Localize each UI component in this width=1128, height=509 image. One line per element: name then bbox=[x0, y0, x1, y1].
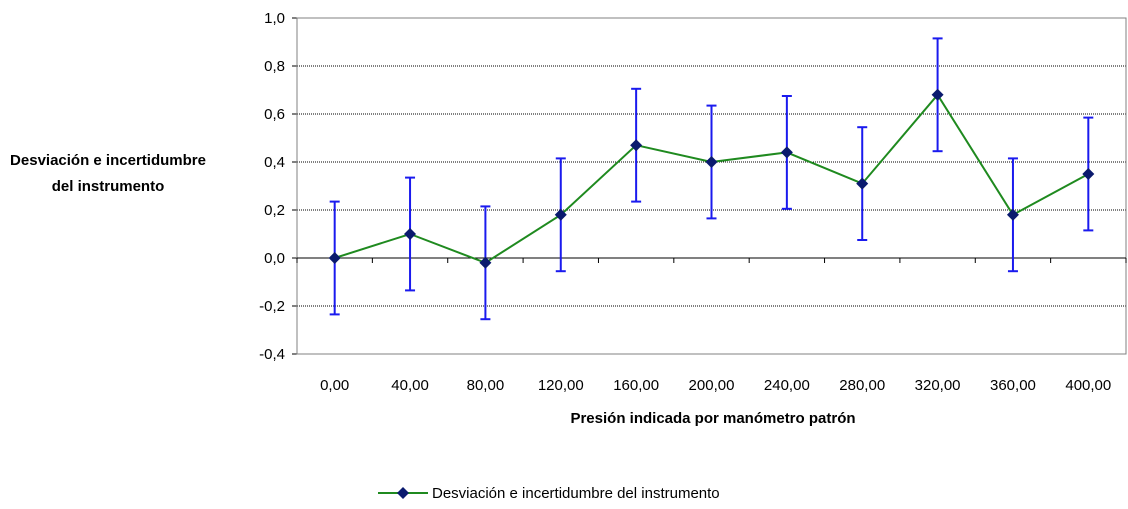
plot-border bbox=[296, 17, 1127, 355]
data-point bbox=[404, 228, 417, 240]
y-tick-label: 0,0 bbox=[264, 250, 285, 267]
data-point bbox=[554, 208, 567, 221]
data-point bbox=[328, 252, 341, 264]
x-tick-label: 80,00 bbox=[467, 377, 505, 394]
x-tick-label: 240,00 bbox=[764, 377, 810, 394]
x-tick-label: 0,00 bbox=[320, 377, 349, 394]
x-tick-label: 200,00 bbox=[689, 377, 735, 394]
x-tick-label: 360,00 bbox=[990, 377, 1036, 394]
x-tick-label: 160,00 bbox=[613, 377, 659, 394]
data-point bbox=[1082, 168, 1095, 180]
x-tick-label: 120,00 bbox=[538, 377, 584, 394]
data-point bbox=[780, 146, 793, 159]
y-tick-label: 0,2 bbox=[264, 202, 285, 219]
y-tick-label: 0,6 bbox=[264, 106, 285, 123]
x-tick-label: 320,00 bbox=[915, 377, 961, 394]
data-point bbox=[630, 139, 643, 152]
x-tick-label: 400,00 bbox=[1065, 377, 1111, 394]
legend-line-marker-icon bbox=[378, 487, 428, 499]
y-tick-label: 0,4 bbox=[264, 154, 285, 171]
data-point bbox=[856, 177, 869, 190]
x-tick-label: 280,00 bbox=[839, 377, 885, 394]
y-tick-label: 0,8 bbox=[264, 58, 285, 75]
legend: Desviación e incertidumbre del instrumen… bbox=[378, 483, 720, 503]
data-point bbox=[479, 256, 492, 269]
y-axis-label: Desviación e incertidumbre del instrumen… bbox=[10, 152, 206, 195]
y-tick-label: -0,2 bbox=[259, 298, 285, 315]
data-point bbox=[1006, 208, 1019, 221]
y-tick-label: 1,0 bbox=[264, 10, 285, 27]
data-point bbox=[931, 88, 944, 101]
data-point bbox=[705, 156, 718, 168]
legend-label: Desviación e incertidumbre del instrumen… bbox=[432, 484, 720, 502]
x-axis-label: Presión indicada por manómetro patrón bbox=[570, 410, 856, 427]
y-tick-label: -0,4 bbox=[259, 346, 285, 363]
x-tick-label: 40,00 bbox=[391, 377, 429, 394]
